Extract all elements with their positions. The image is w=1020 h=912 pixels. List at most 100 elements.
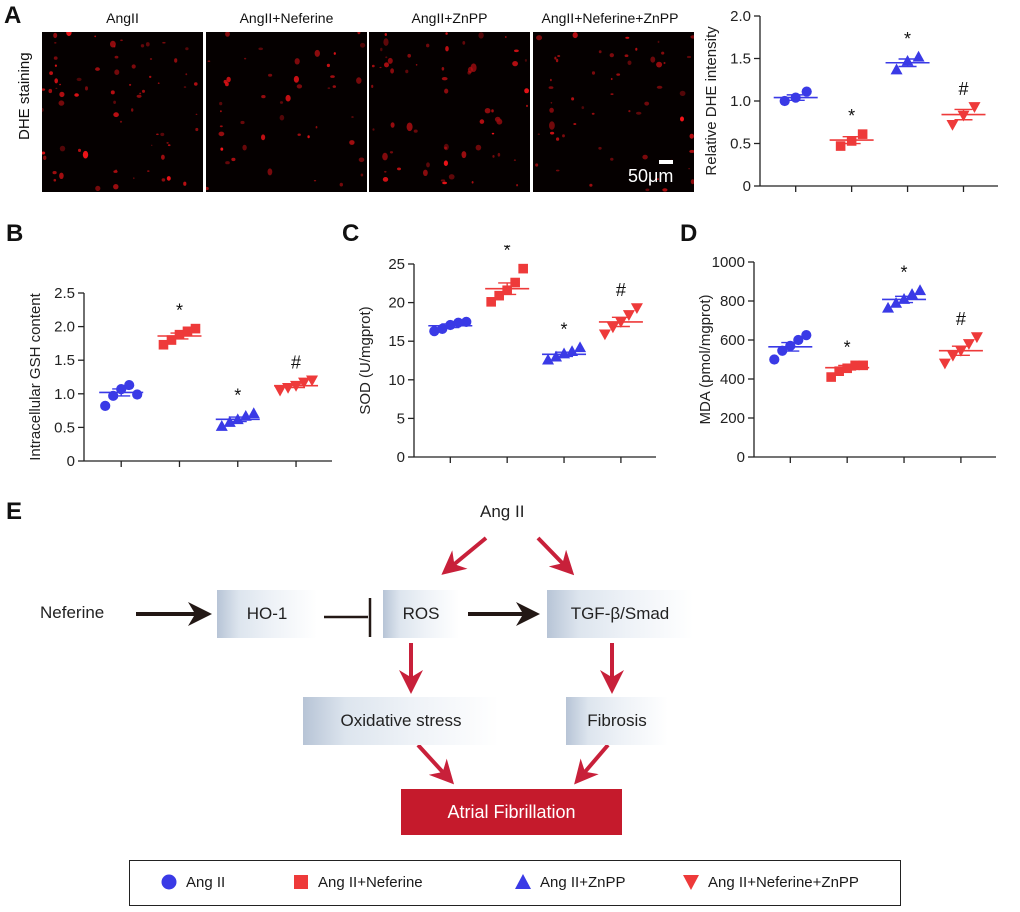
cell-speckle bbox=[513, 159, 516, 161]
data-point bbox=[598, 329, 611, 341]
y-tick-label: 1.0 bbox=[730, 93, 751, 110]
cell-speckle bbox=[261, 95, 266, 99]
data-point bbox=[946, 120, 959, 131]
cell-speckle bbox=[624, 54, 629, 57]
panel-letter-e: E bbox=[6, 498, 23, 525]
image-label-angii-neferine: AngII+Neferine bbox=[239, 10, 334, 26]
cell-speckle bbox=[535, 163, 539, 167]
series-square bbox=[157, 323, 202, 350]
data-point bbox=[835, 141, 846, 151]
cell-speckle bbox=[242, 144, 247, 151]
cell-speckle bbox=[573, 123, 577, 125]
cell-speckle bbox=[156, 133, 159, 136]
cell-speckle bbox=[207, 60, 211, 62]
cell-speckle bbox=[183, 181, 187, 186]
cell-speckle bbox=[113, 184, 119, 190]
cell-speckle bbox=[54, 78, 58, 84]
cell-speckle bbox=[349, 140, 355, 145]
cell-speckle bbox=[616, 73, 621, 76]
cell-speckle bbox=[555, 58, 559, 63]
triangle-down-marker-icon bbox=[683, 875, 699, 890]
cell-speckle bbox=[115, 169, 118, 172]
cell-speckle bbox=[119, 120, 123, 123]
data-point bbox=[486, 297, 496, 307]
cell-speckle bbox=[136, 94, 142, 98]
cell-speckle bbox=[285, 94, 291, 102]
data-point bbox=[882, 301, 895, 313]
cell-speckle bbox=[557, 55, 561, 57]
cell-speckle bbox=[445, 32, 448, 35]
cell-speckle bbox=[371, 64, 375, 68]
significance-mark: * bbox=[504, 245, 511, 261]
y-tick-label: 800 bbox=[720, 293, 745, 310]
cell-speckle bbox=[406, 122, 413, 132]
cell-speckle bbox=[645, 188, 650, 192]
cell-speckle bbox=[636, 111, 642, 115]
cell-speckle bbox=[384, 33, 387, 36]
series-square bbox=[829, 129, 874, 151]
cell-speckle bbox=[225, 32, 230, 37]
cell-speckle bbox=[689, 149, 694, 153]
image-label-angii-znpp: AngII+ZnPP bbox=[411, 10, 488, 26]
y-axis-label: SOD (U/mgprot) bbox=[357, 306, 374, 414]
data-point bbox=[914, 284, 927, 296]
cell-speckle bbox=[131, 64, 136, 69]
chart-mda: 0 200 400 600 800 1000 MDA (pmol/mgprot) * * # bbox=[697, 254, 996, 466]
series-square bbox=[485, 263, 530, 307]
data-point bbox=[158, 339, 169, 350]
chart-gsh-content: 0 0.5 1.0 1.5 2.0 2.5 Intracellular GSH conten… bbox=[27, 285, 332, 470]
cell-speckle bbox=[54, 64, 57, 67]
node-ho1: HO-1 bbox=[217, 590, 317, 638]
data-point bbox=[298, 377, 311, 389]
cell-speckle bbox=[226, 76, 231, 83]
cell-speckle bbox=[372, 128, 375, 131]
cell-speckle bbox=[66, 32, 72, 37]
cell-speckle bbox=[131, 108, 134, 112]
cell-speckle bbox=[339, 182, 343, 187]
cell-speckle bbox=[549, 107, 554, 113]
legend-label-angii-neferine: Ang II+Neferine bbox=[318, 873, 423, 891]
cell-speckle bbox=[536, 35, 543, 41]
significance-mark: # bbox=[616, 280, 626, 300]
data-point bbox=[890, 63, 903, 75]
cell-speckle bbox=[371, 84, 374, 88]
y-tick-label: 400 bbox=[720, 371, 745, 388]
y-tick-label: 0.5 bbox=[54, 419, 75, 436]
cell-speckle bbox=[110, 90, 115, 95]
dhe-image-angii-neferine-znpp: 50μm bbox=[533, 32, 694, 192]
cell-speckle bbox=[504, 36, 507, 38]
data-point bbox=[494, 290, 504, 301]
y-tick-label: 0 bbox=[67, 453, 75, 470]
y-tick-label: 25 bbox=[388, 256, 405, 273]
cell-speckle bbox=[53, 32, 58, 39]
data-point bbox=[857, 129, 868, 139]
scale-bar-label: 50μm bbox=[628, 166, 674, 186]
y-axis-label: Intracellular GSH content bbox=[27, 292, 44, 460]
data-point bbox=[215, 420, 228, 431]
data-point bbox=[968, 102, 981, 113]
cell-speckle bbox=[572, 32, 578, 39]
cell-speckle bbox=[390, 68, 394, 74]
cell-speckle bbox=[663, 61, 666, 65]
cell-speckle bbox=[133, 177, 135, 180]
cell-speckle bbox=[382, 152, 388, 161]
cell-speckle bbox=[113, 100, 116, 105]
cell-speckle bbox=[610, 157, 614, 161]
cell-speckle bbox=[688, 168, 690, 170]
series-circle bbox=[428, 316, 473, 337]
cell-speckle bbox=[628, 110, 631, 113]
data-point bbox=[100, 400, 111, 411]
cell-speckle bbox=[379, 66, 382, 69]
cell-speckle bbox=[380, 47, 383, 52]
cell-speckle bbox=[166, 176, 171, 181]
data-point bbox=[630, 303, 643, 315]
series-triangle-up bbox=[885, 50, 930, 75]
data-point bbox=[182, 326, 193, 337]
cell-speckle bbox=[390, 122, 395, 128]
data-point bbox=[962, 339, 975, 350]
cell-speckle bbox=[494, 116, 501, 122]
cell-speckle bbox=[95, 185, 101, 192]
cell-speckle bbox=[59, 172, 64, 179]
data-point bbox=[166, 335, 177, 345]
cell-speckle bbox=[142, 89, 145, 93]
